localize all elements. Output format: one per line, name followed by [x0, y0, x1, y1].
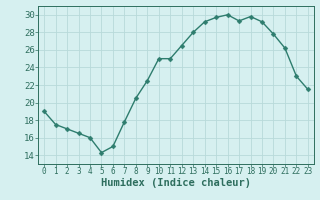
X-axis label: Humidex (Indice chaleur): Humidex (Indice chaleur) [101, 178, 251, 188]
